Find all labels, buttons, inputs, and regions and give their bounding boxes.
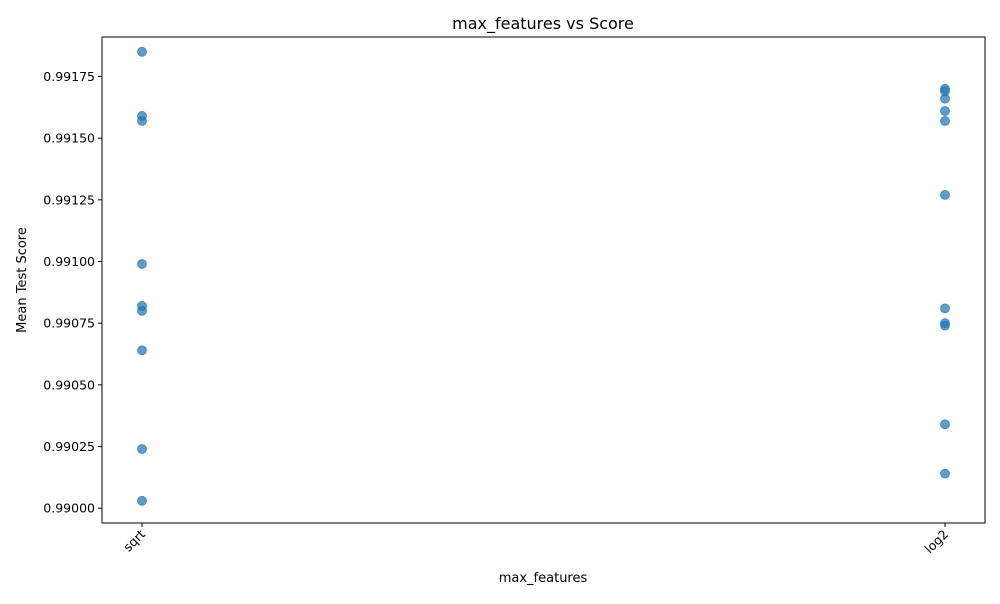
data-point: [940, 303, 950, 314]
data-point: [137, 115, 147, 126]
data-point: [137, 305, 147, 316]
data-point: [137, 345, 147, 356]
x-axis-label: max_features: [499, 571, 588, 586]
data-point: [940, 115, 950, 126]
chart-title: max_features vs Score: [452, 14, 634, 34]
data-point: [940, 189, 950, 200]
y-axis-label: Mean Test Score: [15, 227, 30, 333]
y-tick-label: 0.99150: [43, 131, 95, 146]
data-point: [940, 106, 950, 116]
y-tick-label: 0.99025: [43, 439, 95, 454]
data-point: [137, 495, 147, 506]
data-point: [137, 259, 147, 269]
y-tick-label: 0.99050: [43, 377, 95, 392]
y-tick-label: 0.99100: [43, 254, 95, 269]
y-tick-label: 0.99000: [43, 501, 95, 516]
data-point: [940, 93, 950, 104]
y-tick-label: 0.99175: [43, 69, 95, 84]
data-point: [137, 444, 147, 454]
data-point: [940, 419, 950, 430]
data-point: [137, 46, 147, 57]
y-tick-label: 0.99075: [43, 316, 95, 331]
data-point: [940, 320, 950, 331]
y-tick-label: 0.99125: [43, 192, 95, 207]
data-point: [940, 468, 950, 479]
plot-frame: [101, 36, 986, 524]
